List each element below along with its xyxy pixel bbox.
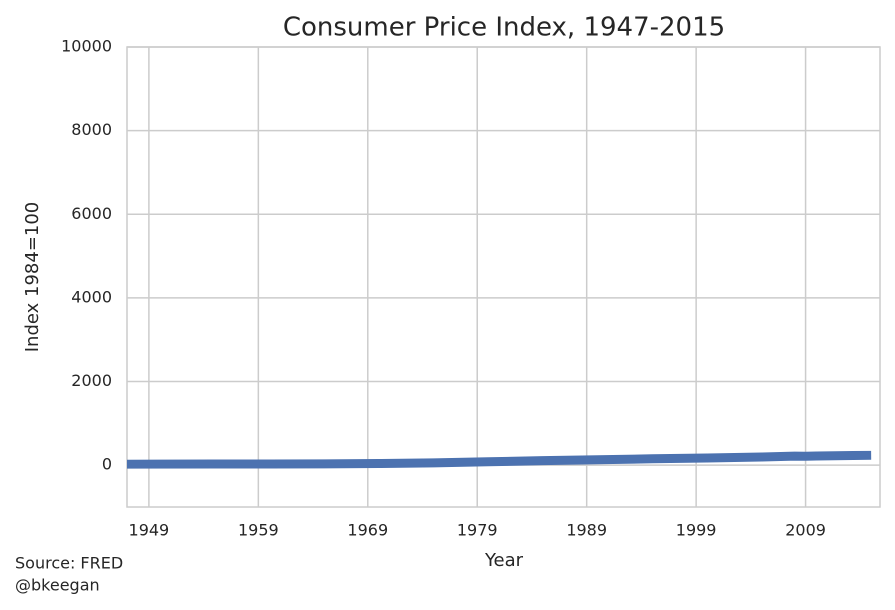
y-tick-label: 2000: [71, 371, 112, 390]
x-tick-label: 2009: [785, 521, 826, 540]
data-line: [127, 455, 871, 464]
x-tick-label: 1999: [676, 521, 717, 540]
x-tick-label: 1949: [129, 521, 170, 540]
y-axis-label: Index 1984=100: [22, 202, 43, 353]
source-note: Source: FRED: [15, 554, 123, 573]
y-tick-label: 8000: [71, 120, 112, 139]
plot-frame: [126, 46, 881, 508]
x-tick-label: 1959: [238, 521, 279, 540]
y-tick-label: 0: [102, 455, 112, 474]
chart-title: Consumer Price Index, 1947-2015: [283, 13, 725, 43]
y-tick-label: 10000: [61, 37, 112, 56]
x-tick-label: 1989: [566, 521, 607, 540]
source-note: @bkeegan: [15, 576, 100, 595]
x-tick-label: 1979: [457, 521, 498, 540]
y-tick-label: 4000: [71, 287, 112, 306]
x-tick-label: 1969: [347, 521, 388, 540]
y-tick-label: 6000: [71, 204, 112, 223]
x-axis-label: Year: [484, 550, 524, 571]
